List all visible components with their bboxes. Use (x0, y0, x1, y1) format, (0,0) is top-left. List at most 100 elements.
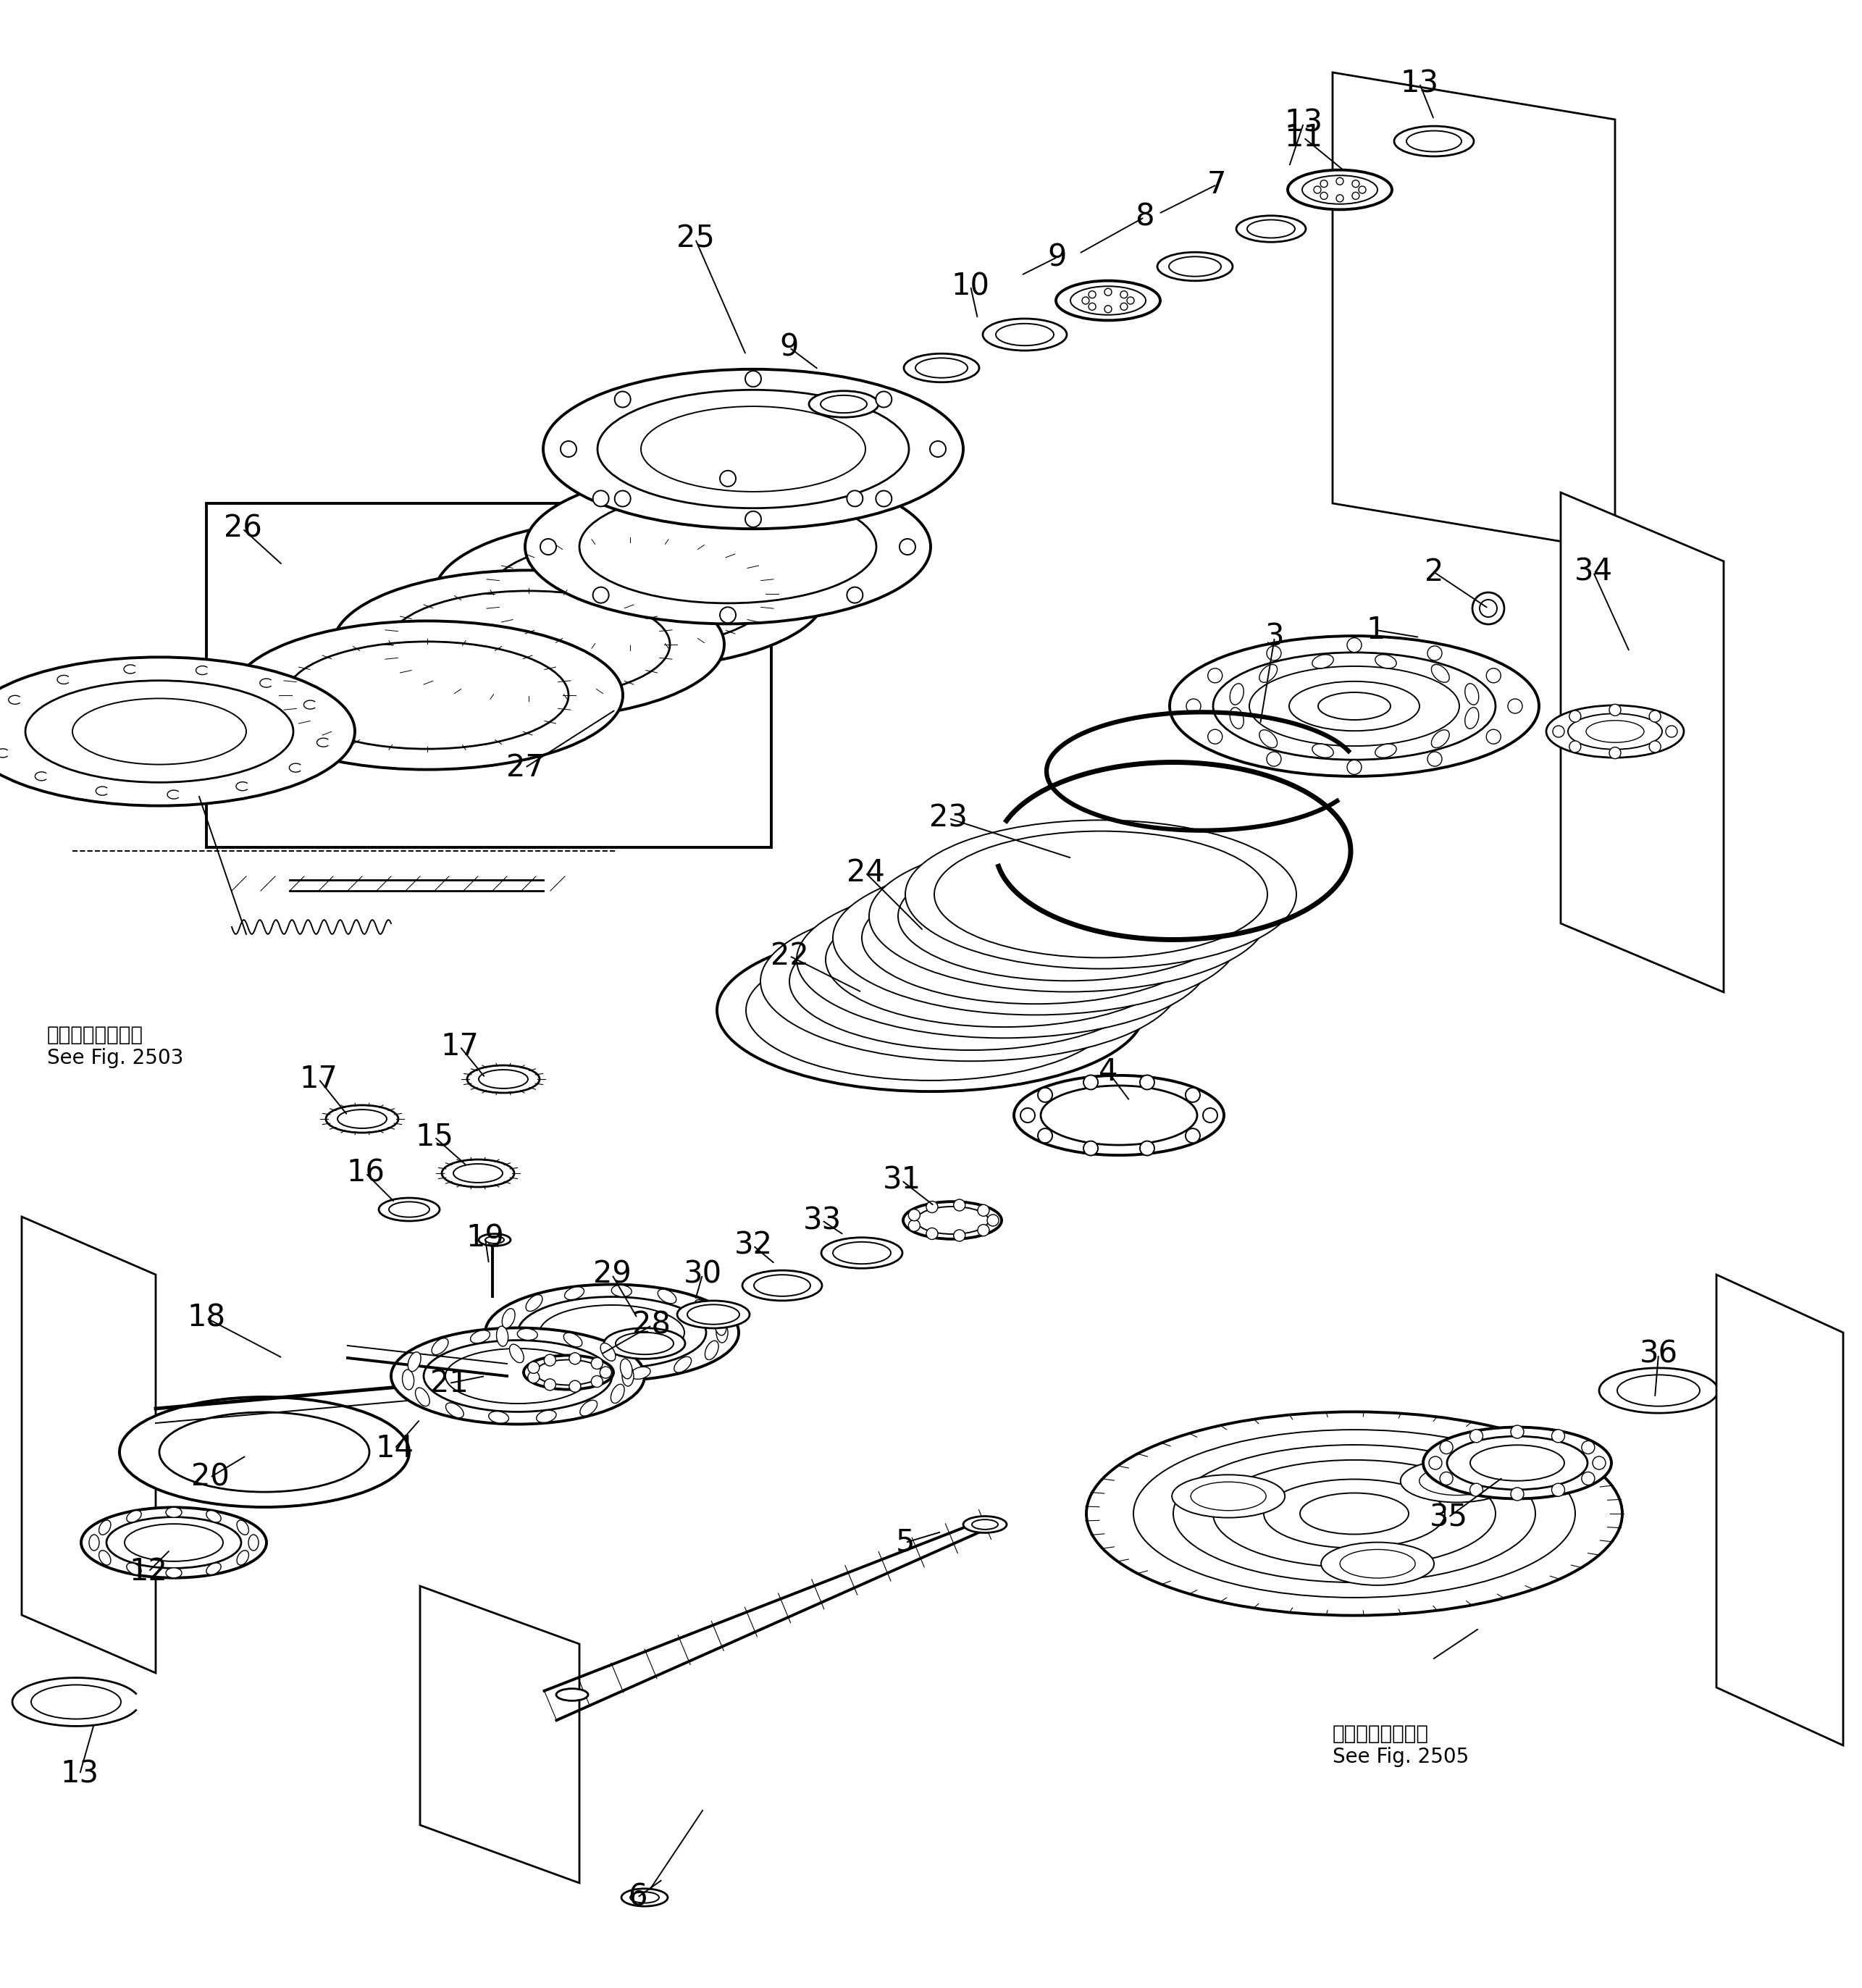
Ellipse shape (525, 1294, 542, 1312)
Ellipse shape (641, 406, 866, 491)
Ellipse shape (525, 469, 931, 624)
Circle shape (1203, 1107, 1218, 1123)
Circle shape (909, 1221, 920, 1231)
Ellipse shape (445, 1348, 590, 1404)
Circle shape (1551, 1483, 1564, 1497)
Ellipse shape (73, 698, 246, 765)
Ellipse shape (1545, 706, 1683, 757)
Circle shape (1581, 1441, 1594, 1453)
Ellipse shape (1015, 1076, 1223, 1155)
Circle shape (1650, 742, 1661, 751)
Ellipse shape (0, 658, 356, 805)
Circle shape (1581, 1471, 1594, 1485)
Text: 12: 12 (128, 1557, 168, 1586)
Ellipse shape (1236, 215, 1305, 243)
Polygon shape (1333, 72, 1614, 551)
Text: 20: 20 (192, 1463, 229, 1493)
Ellipse shape (1231, 684, 1244, 706)
Circle shape (1320, 181, 1328, 187)
Ellipse shape (1400, 1459, 1514, 1503)
Text: 28: 28 (633, 1310, 670, 1340)
Circle shape (1140, 1141, 1154, 1155)
Circle shape (987, 1215, 998, 1227)
Circle shape (1473, 592, 1504, 624)
Text: 2: 2 (1424, 557, 1443, 586)
Ellipse shape (160, 1411, 369, 1491)
Circle shape (1551, 1429, 1564, 1443)
Text: 30: 30 (683, 1260, 722, 1290)
Circle shape (1337, 195, 1344, 203)
Text: 36: 36 (1639, 1340, 1678, 1370)
Ellipse shape (983, 318, 1067, 350)
Text: 8: 8 (1134, 203, 1154, 233)
Circle shape (600, 1366, 611, 1378)
Circle shape (1570, 742, 1581, 751)
Ellipse shape (231, 620, 624, 769)
Ellipse shape (825, 893, 1181, 1028)
Circle shape (1359, 187, 1367, 193)
Circle shape (1208, 730, 1221, 744)
Ellipse shape (1318, 692, 1391, 720)
Circle shape (592, 1376, 603, 1388)
Ellipse shape (127, 1563, 142, 1574)
Circle shape (1486, 668, 1501, 682)
Ellipse shape (479, 1070, 529, 1089)
Circle shape (1439, 1441, 1452, 1453)
Ellipse shape (82, 1507, 266, 1578)
Ellipse shape (564, 1286, 585, 1300)
Ellipse shape (1056, 280, 1160, 320)
Ellipse shape (972, 1519, 998, 1529)
Text: 13: 13 (60, 1759, 99, 1789)
Circle shape (1084, 1076, 1099, 1089)
Circle shape (527, 1372, 540, 1384)
Ellipse shape (518, 1328, 538, 1340)
Ellipse shape (1171, 1475, 1285, 1517)
Ellipse shape (1423, 1427, 1611, 1499)
Circle shape (1089, 302, 1097, 310)
Circle shape (1127, 296, 1134, 304)
Ellipse shape (490, 541, 771, 648)
Ellipse shape (488, 1411, 508, 1423)
Ellipse shape (903, 354, 979, 382)
Ellipse shape (523, 1356, 613, 1390)
Circle shape (875, 491, 892, 507)
Circle shape (1609, 747, 1620, 759)
Text: 3: 3 (1264, 622, 1285, 652)
Ellipse shape (616, 1332, 674, 1354)
Text: 21: 21 (430, 1368, 467, 1398)
Ellipse shape (387, 590, 670, 698)
Ellipse shape (870, 841, 1268, 992)
Circle shape (1352, 181, 1359, 187)
Ellipse shape (1259, 664, 1277, 682)
Ellipse shape (1289, 682, 1419, 732)
Ellipse shape (789, 912, 1151, 1050)
Ellipse shape (1322, 1543, 1434, 1584)
Ellipse shape (1568, 714, 1663, 749)
Circle shape (909, 1209, 920, 1221)
Ellipse shape (1302, 175, 1378, 205)
Ellipse shape (408, 1352, 421, 1372)
Ellipse shape (1086, 1411, 1622, 1616)
Circle shape (1186, 700, 1201, 714)
Ellipse shape (629, 1893, 659, 1903)
Text: 14: 14 (376, 1433, 413, 1463)
Circle shape (875, 392, 892, 408)
Ellipse shape (862, 873, 1210, 1004)
Circle shape (1121, 302, 1128, 310)
Ellipse shape (717, 928, 1145, 1091)
Ellipse shape (378, 1199, 439, 1221)
Ellipse shape (657, 1288, 676, 1304)
Ellipse shape (905, 821, 1296, 968)
Circle shape (1266, 646, 1281, 660)
Ellipse shape (432, 1338, 449, 1354)
Ellipse shape (1376, 654, 1396, 668)
Ellipse shape (236, 1551, 250, 1565)
Text: 13: 13 (1400, 68, 1439, 99)
Ellipse shape (1300, 1493, 1410, 1535)
Polygon shape (207, 503, 771, 847)
Ellipse shape (518, 1296, 706, 1368)
Text: 17: 17 (441, 1032, 479, 1062)
Ellipse shape (695, 1300, 709, 1318)
Text: 25: 25 (676, 225, 715, 254)
Text: 13: 13 (1285, 107, 1322, 139)
